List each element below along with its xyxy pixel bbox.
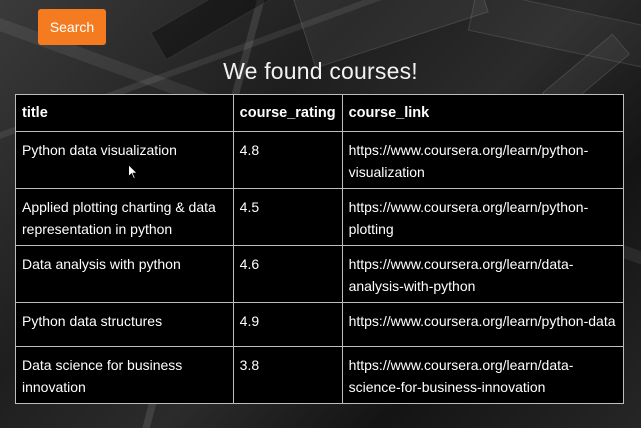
cell-course-link: https://www.coursera.org/learn/python-pl… <box>341 188 625 246</box>
results-heading: We found courses! <box>223 58 418 84</box>
table-row: Python data structures 4.9 https://www.c… <box>15 302 625 347</box>
cell-title: Data science for business innovation <box>15 346 234 404</box>
cell-course-link: https://www.coursera.org/learn/data-anal… <box>341 245 625 303</box>
cell-title: Data analysis with python <box>15 245 234 303</box>
column-header-course-rating: course_rating <box>232 94 343 132</box>
table-header-row: title course_rating course_link <box>15 94 625 132</box>
results-table: title course_rating course_link Python d… <box>15 94 625 404</box>
cell-course-rating: 4.8 <box>232 131 343 189</box>
mouse-cursor-icon <box>128 164 138 180</box>
cell-course-rating: 4.5 <box>232 188 343 246</box>
table-row: Data analysis with python 4.6 https://ww… <box>15 245 625 303</box>
cell-course-rating: 4.6 <box>232 245 343 303</box>
cell-course-link: https://www.coursera.org/learn/python-da… <box>341 302 625 347</box>
cell-title: Python data structures <box>15 302 234 347</box>
column-header-course-link: course_link <box>341 94 625 132</box>
search-button[interactable]: Search <box>38 9 106 45</box>
column-header-title: title <box>15 94 234 132</box>
table-row: Data science for business innovation 3.8… <box>15 346 625 404</box>
cell-title: Applied plotting charting & data represe… <box>15 188 234 246</box>
cell-course-rating: 3.8 <box>232 346 343 404</box>
table-row: Applied plotting charting & data represe… <box>15 188 625 246</box>
background-decoration <box>150 0 272 61</box>
cell-title: Python data visualization <box>15 131 234 189</box>
cell-course-link: https://www.coursera.org/learn/python-vi… <box>341 131 625 189</box>
cell-course-rating: 4.9 <box>232 302 343 347</box>
cell-course-link: https://www.coursera.org/learn/data-scie… <box>341 346 625 404</box>
table-row: Python data visualization 4.8 https://ww… <box>15 131 625 189</box>
